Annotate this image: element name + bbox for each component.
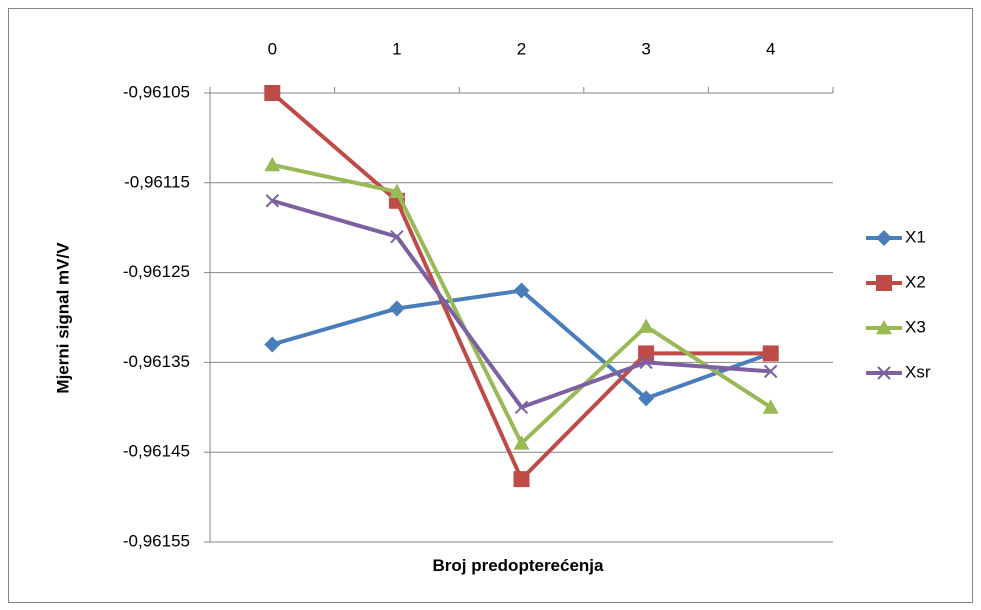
x-tick-label: 4 xyxy=(766,39,775,58)
data-point xyxy=(762,345,779,362)
x-tick-label: 2 xyxy=(517,39,526,58)
legend-label: X2 xyxy=(905,272,926,291)
data-point xyxy=(514,400,529,415)
data-point xyxy=(762,399,779,414)
data-point xyxy=(513,471,530,488)
legend-marker xyxy=(876,275,892,291)
data-point xyxy=(638,390,655,407)
data-point xyxy=(264,156,281,172)
legend-marker xyxy=(876,320,892,335)
data-point xyxy=(763,364,778,379)
chart-frame xyxy=(8,8,973,603)
y-tick-label: -0,96105 xyxy=(123,82,190,101)
data-point xyxy=(264,336,281,353)
y-tick-label: -0,96135 xyxy=(123,352,190,371)
y-tick-label: -0,96145 xyxy=(123,442,190,461)
data-point xyxy=(388,300,405,317)
x-tick-label: 3 xyxy=(641,39,650,58)
legend-label: X1 xyxy=(905,227,926,246)
x-axis-title: Broj predopterećenja xyxy=(433,556,605,575)
data-point xyxy=(265,194,280,208)
x-tick-label: 0 xyxy=(268,39,277,58)
data-point xyxy=(638,345,655,362)
y-tick-label: -0,96155 xyxy=(123,531,190,550)
data-point xyxy=(513,282,530,299)
y-tick-label: -0,96125 xyxy=(123,262,190,281)
data-point xyxy=(639,355,653,370)
legend-marker xyxy=(876,230,892,246)
y-axis-title: Mjerni signal mV/V xyxy=(53,242,72,394)
data-point xyxy=(390,229,404,244)
legend-label: X3 xyxy=(905,317,926,336)
data-point xyxy=(638,318,655,333)
y-tick-label: -0,96115 xyxy=(124,172,190,191)
legend-marker xyxy=(877,366,891,380)
data-point xyxy=(388,183,405,199)
data-point xyxy=(513,435,530,450)
x-tick-label: 1 xyxy=(392,39,401,58)
legend-label: Xsr xyxy=(905,362,931,381)
data-point xyxy=(264,85,281,101)
